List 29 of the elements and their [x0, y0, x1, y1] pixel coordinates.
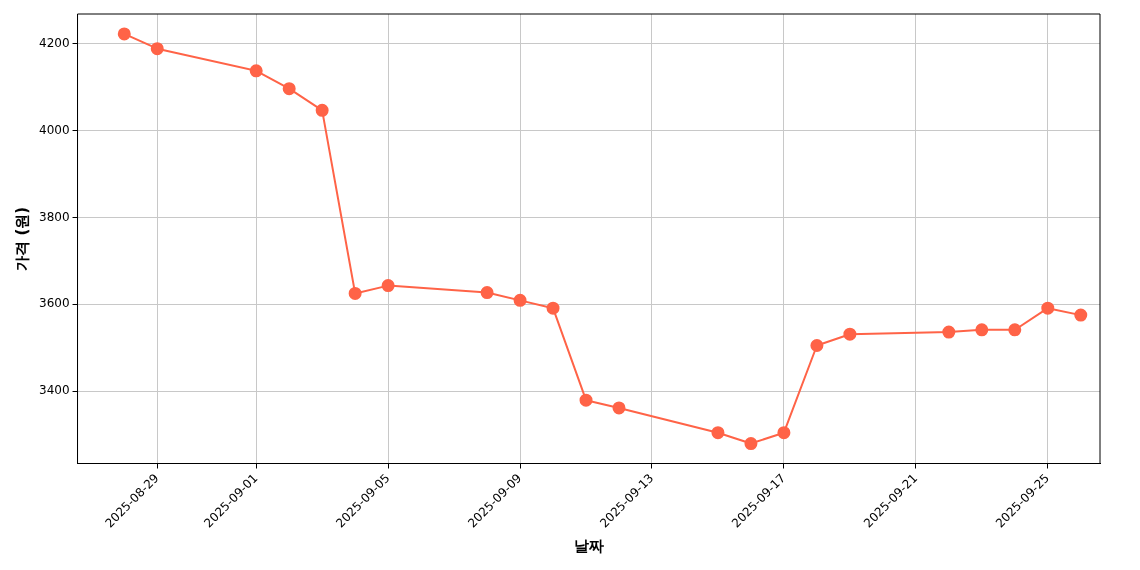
point [612, 401, 626, 415]
point [711, 426, 725, 440]
y-tick-label: 3400 [38, 383, 70, 398]
point [348, 286, 362, 300]
point [315, 103, 329, 117]
point [1074, 308, 1088, 322]
point [843, 327, 857, 341]
point [480, 286, 494, 300]
point [1041, 301, 1055, 315]
y-axis-title: 가격 (원) [12, 206, 31, 271]
y-tick-label: 4000 [38, 122, 70, 137]
point [282, 82, 296, 96]
point [975, 323, 989, 337]
point [117, 27, 131, 41]
point [150, 42, 164, 56]
point [1008, 323, 1022, 337]
point [579, 393, 593, 407]
y-tick-label: 3800 [38, 209, 70, 224]
y-tick-label: 3600 [38, 296, 70, 311]
y-tick-label: 4200 [38, 36, 70, 51]
point [381, 279, 395, 293]
point [810, 338, 824, 352]
x-axis-title: 날짜 [573, 536, 604, 555]
point [249, 64, 263, 78]
point [942, 325, 956, 339]
point [546, 301, 560, 315]
point [744, 437, 758, 451]
point [777, 426, 791, 440]
point [513, 293, 527, 307]
